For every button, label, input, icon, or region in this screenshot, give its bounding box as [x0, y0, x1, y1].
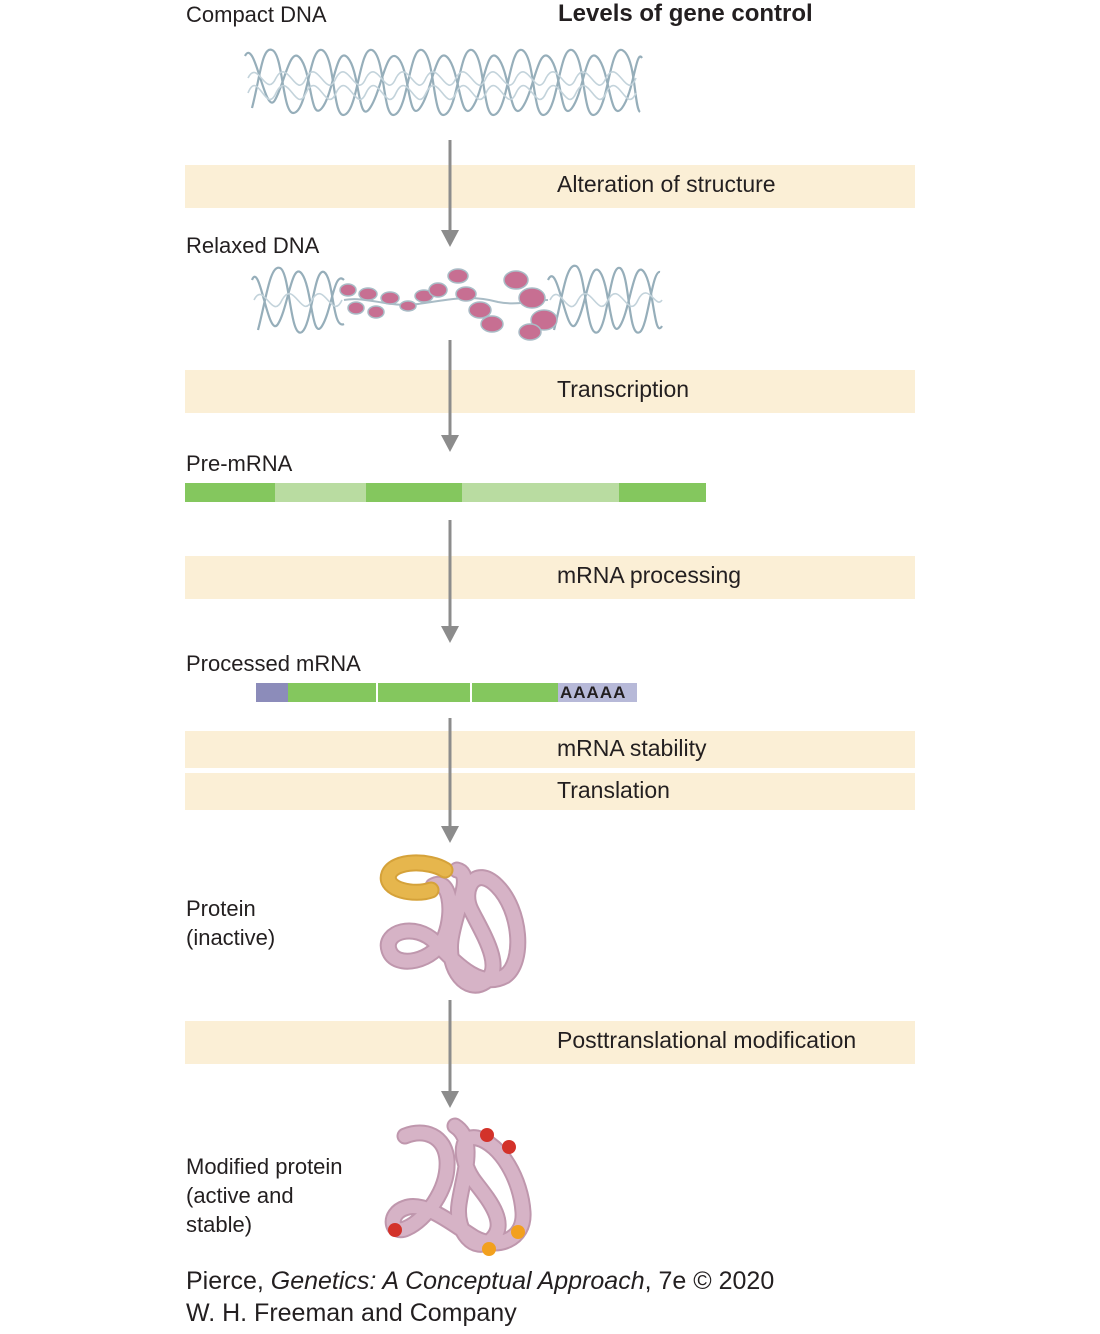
- credit-book-title: Genetics: A Conceptual Approach: [270, 1267, 645, 1295]
- credit-prefix: Pierce,: [186, 1267, 271, 1295]
- pre-mrna-exon-3: [619, 483, 706, 502]
- control-label-transcription: Transcription: [557, 376, 690, 402]
- protein-inactive-label: Protein (inactive): [186, 896, 276, 950]
- control-label-translation: Translation: [557, 777, 670, 803]
- pre-mrna-bar: [185, 483, 706, 502]
- control-band-stability: mRNA stability: [185, 731, 915, 768]
- modification-dot-red-2: [502, 1140, 516, 1154]
- credit-suffix: , 7e © 2020: [644, 1267, 775, 1295]
- arrow-head-4: [441, 826, 459, 843]
- compact-dna-image: [244, 48, 643, 116]
- control-band-transcription: Transcription: [185, 370, 915, 413]
- poly-a-tail-bg: [558, 683, 637, 702]
- poly-a-tail-label: AAAAA: [560, 683, 627, 702]
- mrna-exon-1: [288, 683, 376, 702]
- credit-line-1: Pierce, Genetics: A Conceptual Approach,…: [186, 1265, 774, 1297]
- pre-mrna-intron-2: [462, 483, 619, 502]
- control-label-alteration: Alteration of structure: [557, 171, 776, 197]
- arrow-head-1: [441, 230, 459, 247]
- modification-dot-orange-2: [482, 1242, 496, 1256]
- control-label-posttranslational: Posttranslational modification: [557, 1027, 857, 1053]
- processed-mrna-bar: [256, 683, 637, 702]
- arrow-head-2: [441, 435, 459, 452]
- processed-mrna-label: Processed mRNA: [186, 651, 361, 676]
- control-label-stability: mRNA stability: [557, 735, 707, 761]
- relaxed-dna-image: [250, 264, 663, 341]
- relaxed-dna-label: Relaxed DNA: [186, 233, 320, 258]
- diagram-title: Levels of gene control: [558, 0, 813, 27]
- modification-dot-orange-1: [511, 1225, 525, 1239]
- pre-mrna-label: Pre-mRNA: [186, 451, 293, 476]
- pre-mrna-intron-1: [275, 483, 366, 502]
- modified-protein-image: [384, 1117, 532, 1256]
- modification-dot-red-1: [480, 1128, 494, 1142]
- control-band-translation: Translation: [185, 773, 915, 810]
- modification-dot-red-3: [388, 1223, 402, 1237]
- control-label-processing: mRNA processing: [557, 562, 742, 588]
- credit-line-2: W. H. Freeman and Company: [186, 1299, 517, 1327]
- control-band-processing: mRNA processing: [185, 556, 915, 599]
- arrow-head-5: [441, 1091, 459, 1108]
- control-band-posttranslational: Posttranslational modification: [185, 1021, 915, 1064]
- mrna-exon-2: [378, 683, 470, 702]
- pre-mrna-exon-1: [185, 483, 275, 502]
- mrna-cap: [256, 683, 288, 702]
- modified-protein-label: Modified protein (active and stable): [186, 1154, 343, 1237]
- mrna-exon-3: [472, 683, 558, 702]
- arrow-head-3: [441, 626, 459, 643]
- control-band-alteration: Alteration of structure: [185, 165, 915, 208]
- pre-mrna-exon-2: [366, 483, 462, 502]
- inactive-protein-image: [379, 854, 527, 994]
- compact-dna-label: Compact DNA: [186, 2, 327, 27]
